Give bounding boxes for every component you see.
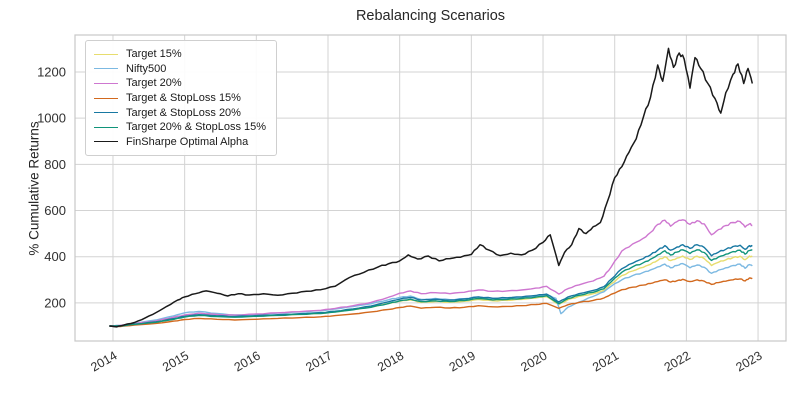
x-tick-label: 2014 xyxy=(88,348,119,374)
series-line-target-20-stoploss-15 xyxy=(109,249,753,327)
series-line-target-stoploss-15 xyxy=(109,277,753,328)
series-line-nifty500 xyxy=(109,262,753,327)
x-tick-label: 2021 xyxy=(590,348,621,374)
legend-swatch-target-stoploss-20 xyxy=(94,112,118,114)
legend-swatch-target-20 xyxy=(94,82,118,84)
y-tick-label: 600 xyxy=(44,203,66,218)
legend-swatch-target-20-stoploss-15 xyxy=(94,126,118,128)
legend-swatch-target-15 xyxy=(94,53,118,55)
y-tick-label: 400 xyxy=(44,249,66,264)
x-tick-label: 2023 xyxy=(733,348,764,374)
x-tick-label: 2022 xyxy=(662,348,693,374)
x-tick-label: 2019 xyxy=(447,348,478,374)
legend-item-target-stoploss-15: Target & StopLoss 15% xyxy=(94,91,266,106)
chart-title: Rebalancing Scenarios xyxy=(355,8,506,24)
y-tick-label: 800 xyxy=(44,157,66,172)
x-tick-label: 2016 xyxy=(232,348,263,374)
legend: Target 15% Nifty500 Target 20% Target & Sto… xyxy=(85,40,278,157)
y-tick-label: 200 xyxy=(44,295,66,310)
legend-label: Target & StopLoss 15% xyxy=(126,92,241,105)
series-line-finsharpe-optimal-alpha xyxy=(109,47,754,328)
legend-swatch-finsharpe-optimal-alpha xyxy=(94,141,118,143)
x-tick-label: 2015 xyxy=(160,348,191,374)
x-tick-label: 2017 xyxy=(303,348,334,374)
legend-item-target-15: Target 15% xyxy=(94,47,266,62)
legend-label: Target 20% xyxy=(126,77,182,90)
y-tick-label: 1000 xyxy=(37,111,66,126)
legend-label: FinSharpe Optimal Alpha xyxy=(126,135,249,148)
legend-swatch-nifty500 xyxy=(94,68,118,70)
series-line-target-20 xyxy=(109,219,753,327)
legend-item-target-20-stoploss-15: Target 20% & StopLoss 15% xyxy=(94,120,266,135)
y-tick-label: 1200 xyxy=(37,64,66,79)
legend-item-target-stoploss-20: Target & StopLoss 20% xyxy=(94,105,266,120)
x-tick-label: 2018 xyxy=(375,348,406,374)
legend-label: Target 20% & StopLoss 15% xyxy=(126,121,267,134)
legend-label: Target 15% xyxy=(126,48,182,61)
legend-item-finsharpe-optimal-alpha: FinSharpe Optimal Alpha xyxy=(94,135,266,150)
y-axis-label: % Cumulative Returns xyxy=(26,121,42,256)
plot-border xyxy=(74,34,787,342)
legend-label: Nifty500 xyxy=(126,62,167,75)
legend-item-nifty500: Nifty500 xyxy=(94,62,266,77)
legend-swatch-target-stoploss-15 xyxy=(94,97,118,99)
legend-label: Target & StopLoss 20% xyxy=(126,106,241,119)
x-tick-label: 2020 xyxy=(518,348,549,374)
legend-item-target-20: Target 20% xyxy=(94,76,266,91)
